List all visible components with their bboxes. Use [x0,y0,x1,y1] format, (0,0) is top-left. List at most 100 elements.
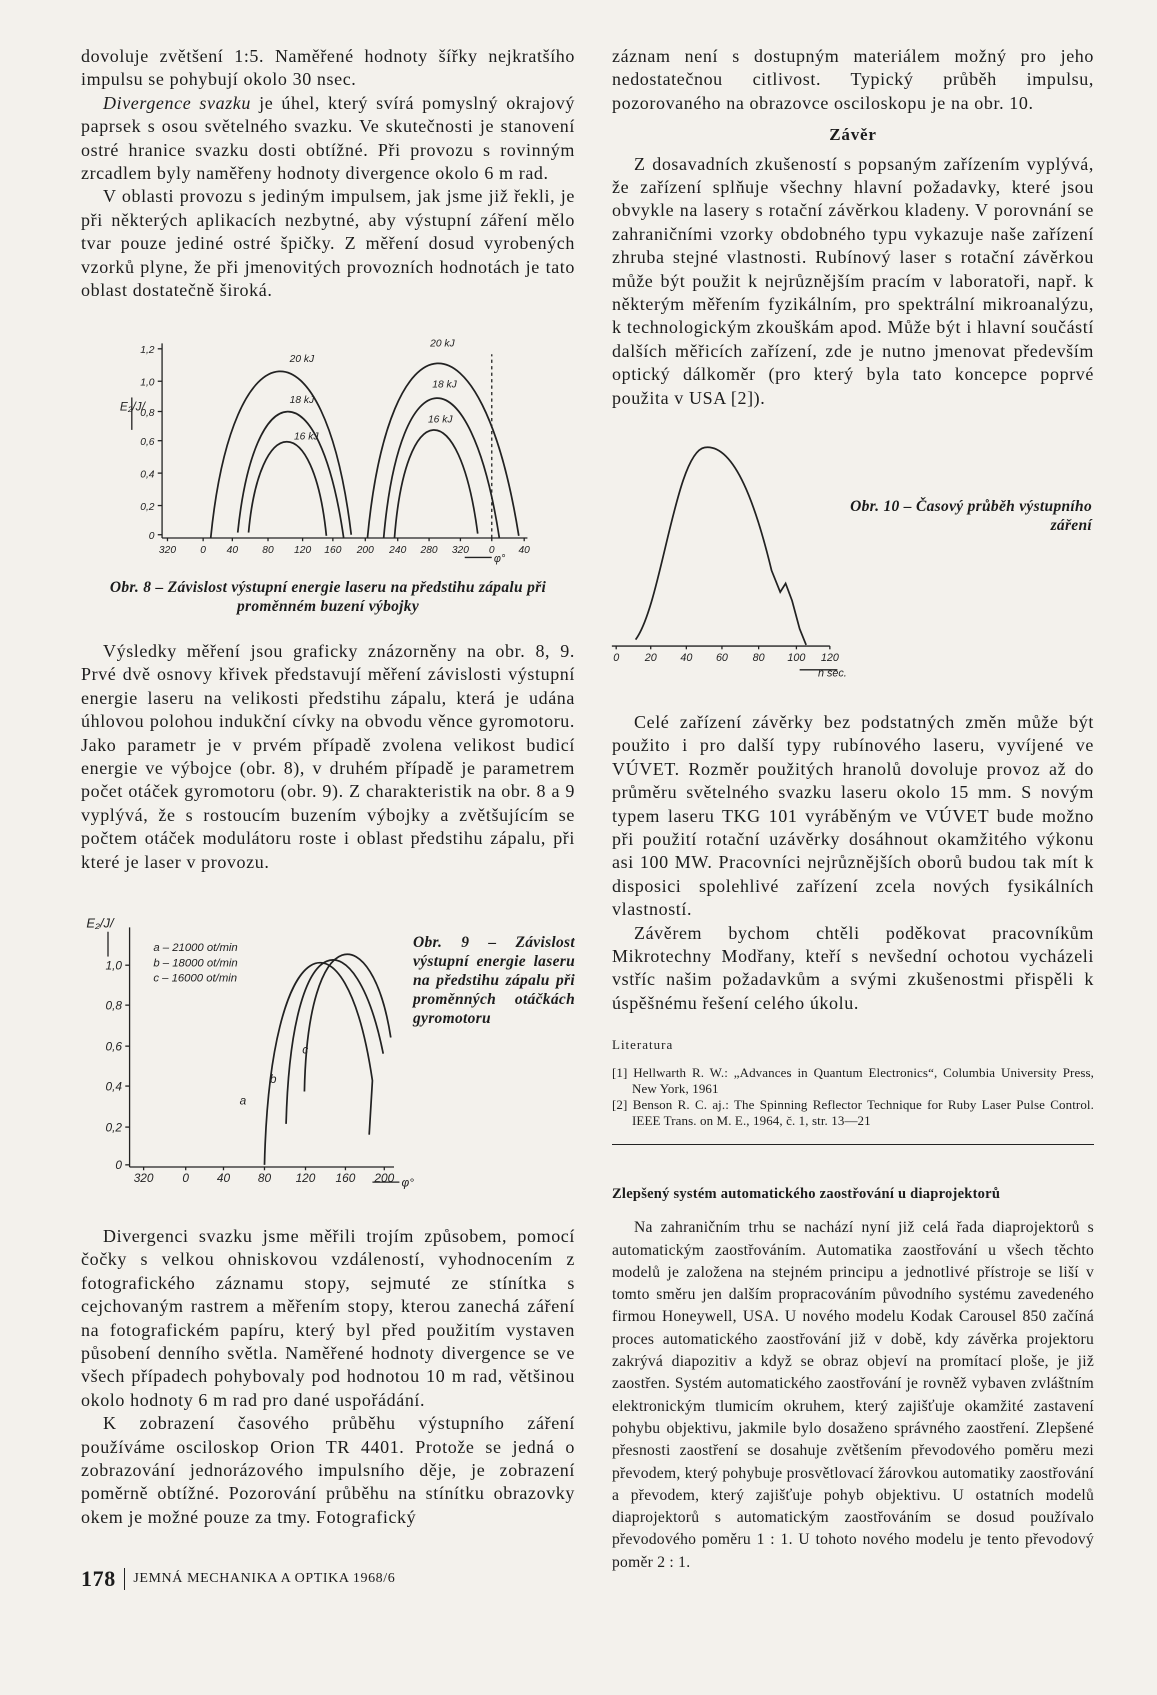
left-column-top: dovoluje zvětšení 1:5. Naměřené hodnoty … [81,45,575,302]
paragraph: Divergence svazku je úhel, který svírá p… [81,92,575,186]
x-tick-label: 280 [420,545,438,556]
y-tick-label: 1,0 [140,378,155,389]
curve [247,440,328,536]
separator [123,1568,126,1590]
x-label: φ° [402,1175,415,1189]
paragraph: dovoluje zvětšení 1:5. Naměřené hodnoty … [81,46,575,90]
x-tick-label: 240 [388,545,406,556]
y-tick-label: 1,2 [140,345,155,356]
paragraph: Na zahraničním trhu se nachází nyní již … [612,1219,1094,1571]
curve-label: 18 kJ [290,395,315,406]
paragraph: Z dosavadních zkušeností s popsaným zaří… [612,153,1094,408]
curve-label: 18 kJ [432,380,457,391]
paragraph: Závěrem bychom chtěli poděkovat pracovní… [612,922,1094,1013]
curve-label: 20 kJ [429,339,455,350]
x-tick-label: 80 [258,1171,272,1185]
y-tick-label: 0,6 [140,437,155,448]
curve [303,953,392,1092]
journal: JEMNÁ MECHANIKA A OPTIKA 1968/6 [133,1571,396,1586]
x-tick-label: 60 [716,652,728,664]
curve-label: c [302,1043,308,1057]
x-tick-label: 20 [644,652,657,664]
curve [393,429,479,539]
y-tick-label: 0,4 [140,469,155,480]
footer: 178 JEMNÁ MECHANIKA A OPTIKA 1968/6 [81,1566,395,1592]
curve [209,370,353,539]
x-tick-label: 40 [680,652,692,664]
figure-8: E₂/J/ φ° 320 0 40 80 120 160 200 240 280 320 0 40 0 0… [120,339,530,565]
y-tick-label: 1,0 [106,959,123,973]
x-tick-label: 40 [217,1171,231,1185]
curve [236,410,345,539]
x-tick-label: 320 [452,545,469,556]
x-tick-label: 120 [296,1171,316,1185]
x-tick-label: 0 [613,652,619,664]
curve [382,397,501,539]
left-column-middle: Výsledky měření jsou graficky znázorněny… [81,640,575,874]
term: Divergence svazku [103,92,251,113]
y-tick-label: 0 [149,531,155,542]
x-tick-label: 100 [787,652,805,664]
reference: [2] Benson R. C. aj.: The Spinning Refle… [612,1096,1094,1128]
x-label: n sec. [818,667,847,679]
right-column-top: záznam není s dostupným materiálem možný… [612,45,1094,410]
y-label: E₂/J/ [86,915,115,930]
y-label: E₂/J/ [120,399,147,413]
curve [263,961,374,1165]
paragraph: Výsledky měření jsou graficky znázorněny… [81,641,575,872]
left-column-bottom: Divergenci svazku jsme měřili trojím způ… [81,1225,575,1529]
y-tick-label: 0,2 [140,502,155,513]
y-tick-label: 0 [115,1158,122,1172]
curve-label: 16 kJ [294,432,319,443]
article-title: Zlepšený systém automatického zaostřován… [612,1186,1001,1202]
y-tick-label: 0,2 [106,1120,123,1134]
curve-label: 16 kJ [428,414,453,425]
x-tick-label: 200 [356,545,374,556]
page-number: 178 [81,1566,116,1591]
reference: [1] Hellwarth R. W.: „Advances in Quantu… [612,1064,1094,1096]
legend-entry: a – 21000 ot/min [153,942,237,954]
curve-label: a [240,1093,247,1107]
y-tick-label: 0,4 [106,1079,123,1093]
article: Zlepšený systém automatického zaostřován… [612,1183,1094,1574]
paragraph: záznam není s dostupným materiálem možný… [612,46,1094,113]
y-tick-label: 0,8 [106,998,123,1012]
heading: Závěr [829,125,877,145]
x-tick-label: 80 [262,545,274,556]
y-tick-label: 0,8 [140,408,155,419]
x-tick-label: 80 [753,652,765,664]
x-tick-label: 160 [324,545,341,556]
paragraph: Celé zařízení závěrky bez podstatných zm… [612,712,1094,920]
curve [366,362,520,539]
x-tick-label: 0 [182,1171,189,1185]
paragraph: K zobrazení časového průběhu výstupního … [81,1413,575,1527]
x-tick-label: 40 [227,545,239,556]
x-tick-label: 320 [134,1171,154,1185]
x-tick-label: 200 [373,1171,394,1185]
curve-label: b [270,1072,277,1086]
figure-caption: Obr. 10 – Časový průběh výstupního zářen… [850,498,1092,534]
curve-label: 20 kJ [289,354,315,365]
x-tick-label: 0 [489,545,495,556]
rule [612,1144,1094,1145]
paragraph: Divergenci svazku jsme měřili trojím způ… [81,1226,575,1410]
paragraph: V oblasti provozu s jediným impulsem, ja… [81,186,575,301]
legend-entry: c – 16000 ot/min [153,972,237,984]
x-tick-label: 320 [159,545,176,556]
figure-9: E₂/J/ φ° 320 0 40 80 120 160 200 0 0,2 0,4 0,6 0,8 1… [86,915,415,1189]
curve [285,959,385,1124]
figure-10: n sec. 0 20 40 60 80 100 120 [611,446,847,679]
curve [634,446,807,646]
text: je úhel, který svírá pomyslný okrajový p… [81,92,575,184]
x-tick-label: 40 [518,545,530,556]
y-tick-label: 0,6 [106,1039,123,1053]
figure-caption: Obr. 9 – Závislost výstupní energie lase… [413,934,575,1027]
x-tick-label: 120 [294,545,311,556]
right-column-middle: Celé zařízení závěrky bez podstatných zm… [612,711,1094,1129]
references-title: Literatura [612,1037,674,1053]
references: [1] Hellwarth R. W.: „Advances in Quantu… [612,1065,1094,1129]
figure-caption: Obr. 8 – Závislost výstupní energie lase… [109,579,547,615]
x-label: φ° [494,553,506,565]
legend-entry: b – 18000 ot/min [153,957,237,969]
